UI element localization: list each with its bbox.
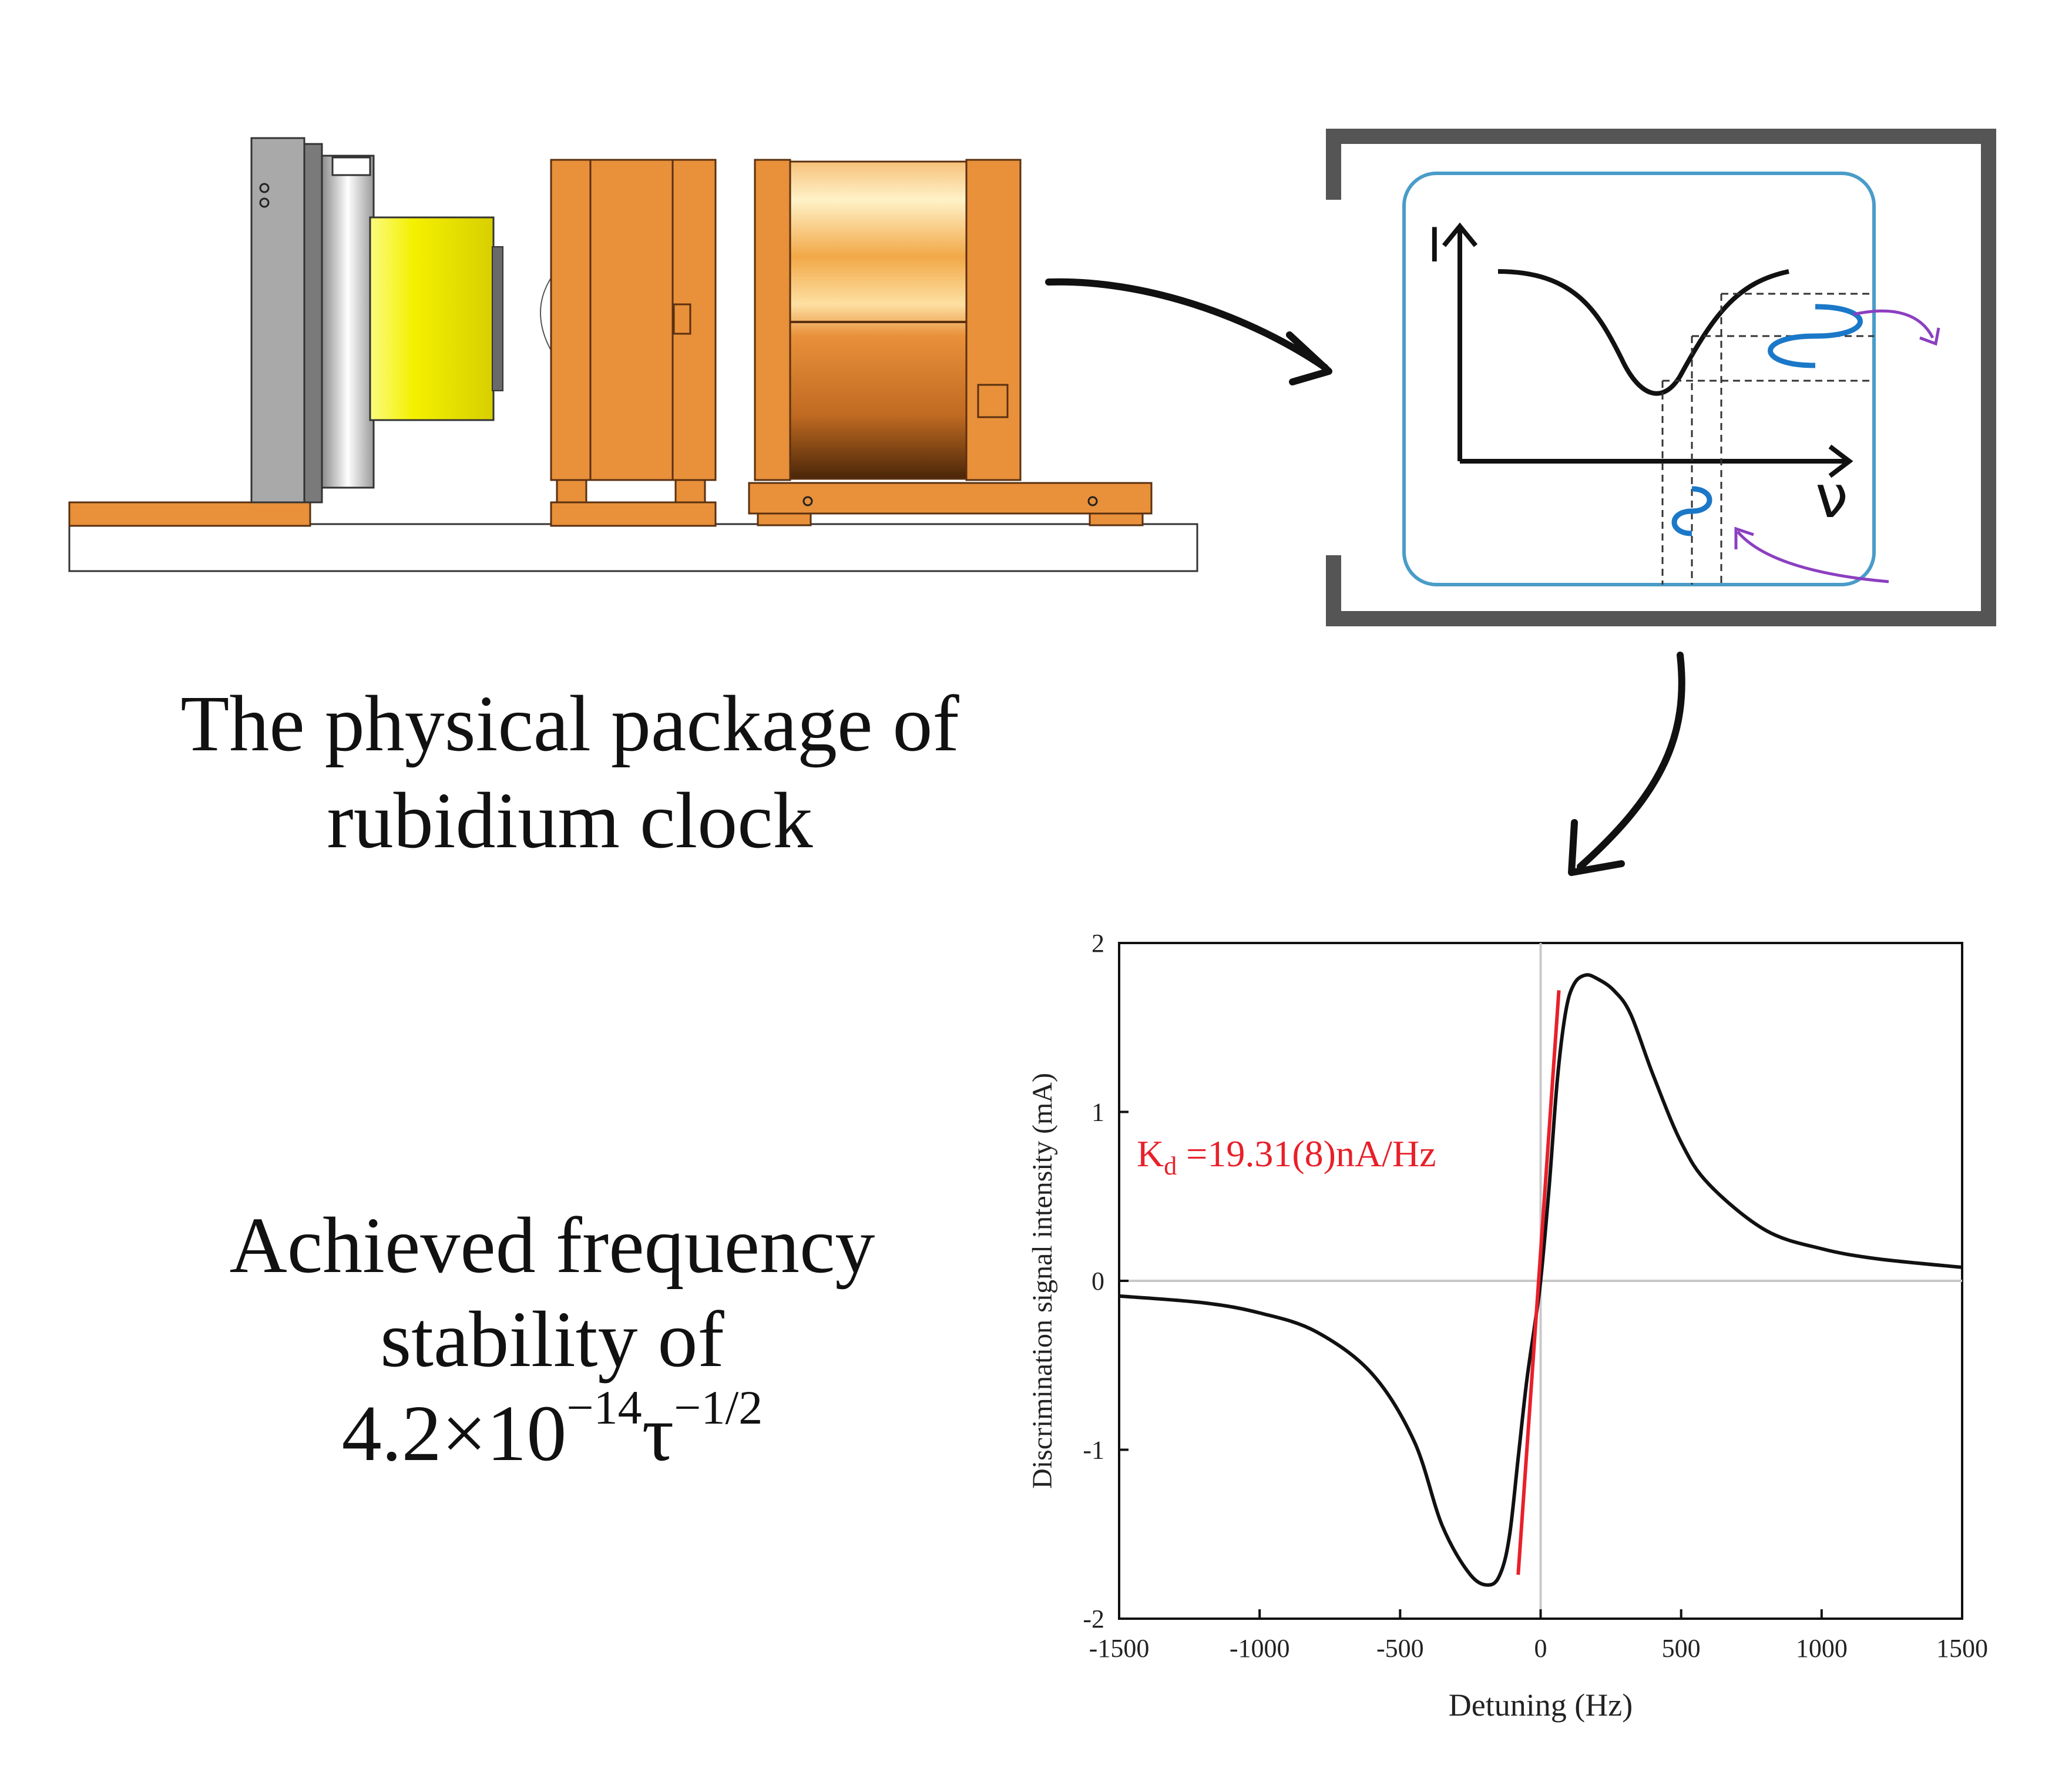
package-caption-line1: The physical package of	[180, 680, 959, 768]
x-tick-label: -1000	[1230, 1634, 1290, 1663]
linear-fit-line	[1516, 990, 1561, 1575]
y-tick-label: 2	[1092, 929, 1104, 958]
block-base	[550, 501, 717, 527]
schematic-y-arrowhead	[1442, 222, 1478, 247]
x-axis-label: Detuning (Hz)	[1449, 1687, 1633, 1723]
stability-exponent-2: −1/2	[674, 1381, 763, 1434]
laser-mount-plate	[250, 137, 305, 504]
stability-exponent-1: −14	[566, 1381, 642, 1434]
arrow-schematic-to-chart	[1568, 652, 1685, 876]
laser-window	[492, 246, 503, 391]
stability-caption: Achieved frequency stability of 4.2×10−1…	[164, 1199, 940, 1481]
input-purple-arrow	[1737, 531, 1889, 583]
block-foot-right	[674, 479, 706, 504]
y-axis-ticks: -2 -1 0 1 2	[1083, 929, 1129, 1633]
cavity-base	[748, 482, 1153, 515]
x-tick-label: 1000	[1796, 1634, 1848, 1663]
x-tick-label: 0	[1534, 1634, 1547, 1663]
stability-caption-line1: Achieved frequency	[229, 1202, 875, 1290]
fit-label-main: K	[1137, 1133, 1164, 1174]
x-axis-ticks: -1500 -1000 -500 0 500 1000 1500	[1089, 1609, 1988, 1663]
y-axis-label: Discrimination signal intensity (mA)	[1027, 1073, 1058, 1489]
fit-label: Kd =19.31(8)nA/Hz	[1137, 1133, 1436, 1180]
stability-tau: τ	[642, 1390, 674, 1478]
arrow-package-to-schematic	[1045, 278, 1332, 385]
y-tick-label: -2	[1083, 1605, 1104, 1633]
stability-caption-line2: stability of	[380, 1296, 724, 1384]
cavity-coil	[789, 160, 968, 480]
laser-disc-top	[331, 156, 371, 176]
schematic-y-label: I	[1428, 218, 1442, 273]
x-tick-label: -1500	[1089, 1634, 1150, 1663]
output-purple-arrowhead	[1919, 327, 1940, 346]
input-modulation-wave	[1671, 486, 1712, 536]
fit-label-rest: =19.31(8)nA/Hz	[1177, 1133, 1436, 1174]
block-foot-left	[556, 479, 587, 504]
x-tick-label: 1500	[1936, 1634, 1988, 1663]
x-tick-label: -500	[1376, 1634, 1424, 1663]
cavity-foot-left	[757, 512, 812, 526]
cprinciple-schematic: I ν	[1326, 129, 1996, 626]
laser-disc	[321, 155, 375, 489]
lens-outline	[540, 276, 553, 353]
screw-hole	[259, 183, 270, 193]
cavity-end-left	[754, 159, 791, 481]
screw-hole	[1087, 496, 1098, 506]
series-line-discrimination-signal	[1119, 973, 1963, 1587]
cavity-connector	[977, 384, 1009, 418]
absorption-dip-curve	[1497, 269, 1789, 396]
screw-hole	[259, 197, 270, 208]
cavity-foot-right	[1089, 512, 1144, 526]
base-plate	[68, 523, 1198, 572]
y-tick-label: 0	[1092, 1267, 1104, 1296]
cavity-end-right	[965, 159, 1022, 481]
base-mount-left	[68, 501, 311, 527]
schematic-x-label: ν	[1815, 462, 1848, 531]
fit-label-subscript: d	[1164, 1152, 1177, 1180]
input-purple-arrowhead	[1734, 526, 1754, 549]
output-purple-arrow	[1853, 309, 1935, 339]
block-latch	[673, 303, 691, 335]
discrimination-chart: -1500 -1000 -500 0 500 1000 1500 -2 -1 0 1 2 Kd =1…	[1027, 929, 1988, 1723]
y-tick-label: 1	[1092, 1098, 1104, 1127]
enclosure-frame	[1326, 129, 1996, 626]
stability-mantissa: 4.2×10	[341, 1390, 567, 1478]
laser-housing-yellow	[369, 216, 495, 421]
package-caption: The physical package of rubidium clock	[164, 676, 975, 870]
vapor-cell	[1402, 172, 1876, 586]
rubidium-physics-package	[68, 137, 1198, 572]
screw-hole	[802, 496, 813, 506]
x-tick-label: 500	[1662, 1634, 1701, 1663]
y-tick-label: -1	[1083, 1436, 1104, 1465]
laser-flange	[303, 143, 323, 504]
package-caption-line2: rubidium clock	[327, 777, 813, 865]
stability-caption-value: 4.2×10−14τ−1/2	[164, 1384, 940, 1481]
dashed-guides	[1661, 293, 1874, 585]
schematic-x-arrowhead	[1828, 444, 1853, 478]
